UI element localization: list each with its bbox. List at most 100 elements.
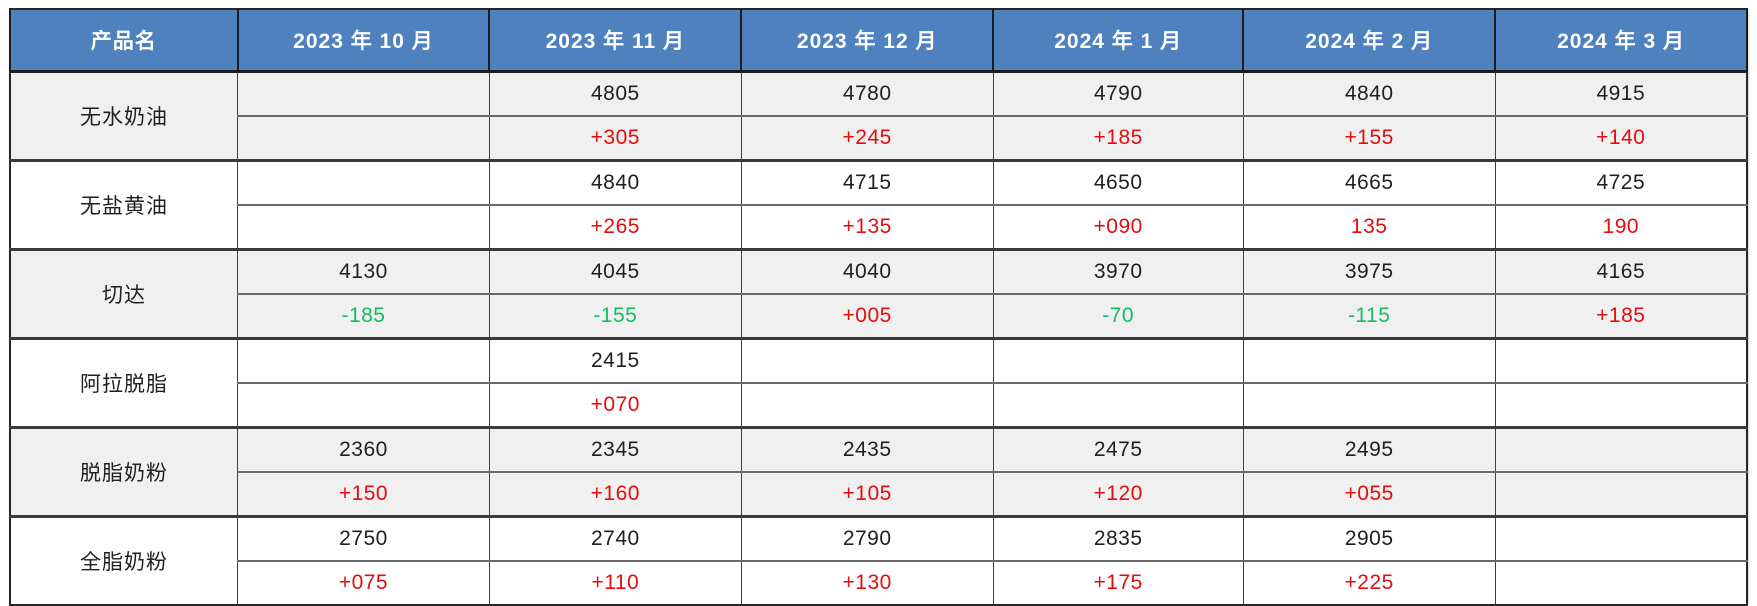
- column-header-month: 2024 年 3 月: [1494, 9, 1748, 73]
- product-name: 无水奶油: [9, 70, 239, 161]
- price-row: 无水奶油 4805 4780 4790 4840 4915: [9, 70, 1748, 161]
- price-cell: 4805: [488, 70, 742, 117]
- change-cell: +225: [1242, 561, 1496, 605]
- change-cell: [237, 205, 490, 250]
- price-cell: 2835: [992, 515, 1244, 562]
- change-cell: +150: [237, 472, 490, 517]
- price-cell: 4780: [740, 70, 994, 117]
- product-name: 脱脂奶粉: [9, 426, 239, 517]
- price-cell: 4790: [992, 70, 1244, 117]
- price-cell: 4040: [740, 248, 994, 295]
- price-cell: 2475: [992, 426, 1244, 473]
- header-row: 产品名 2023 年 10 月 2023 年 11 月 2023 年 12 月 2024…: [9, 9, 1748, 73]
- change-cell: +120: [992, 472, 1244, 517]
- price-cell: 4650: [992, 159, 1244, 206]
- price-row: 阿拉脱脂 2415: [9, 337, 1748, 428]
- change-cell: -70: [992, 294, 1244, 339]
- change-cell: -155: [488, 294, 742, 339]
- price-cell: [237, 159, 490, 206]
- change-cell: +245: [740, 116, 994, 161]
- change-cell: +265: [488, 205, 742, 250]
- price-cell: 4840: [1242, 70, 1496, 117]
- table-header: 产品名 2023 年 10 月 2023 年 11 月 2023 年 12 月 2024…: [9, 9, 1748, 73]
- price-cell: [1242, 337, 1496, 384]
- price-cell: 4045: [488, 248, 742, 295]
- price-cell: 4130: [237, 248, 490, 295]
- change-cell: +185: [992, 116, 1244, 161]
- change-cell: +110: [488, 561, 742, 605]
- change-cell: [237, 116, 490, 161]
- change-cell: -185: [237, 294, 490, 339]
- change-cell: +105: [740, 472, 994, 517]
- price-cell: [992, 337, 1244, 384]
- price-cell: 2495: [1242, 426, 1496, 473]
- change-cell: [1242, 383, 1496, 428]
- change-cell: [992, 383, 1244, 428]
- change-cell: +090: [992, 205, 1244, 250]
- change-cell: +160: [488, 472, 742, 517]
- price-cell: [740, 337, 994, 384]
- change-row: -185 -155 +005 -70 -115 +185: [10, 294, 1748, 339]
- page: 产品名 2023 年 10 月 2023 年 11 月 2023 年 12 月 2024…: [9, 8, 1748, 606]
- price-cell: 2750: [237, 515, 490, 562]
- change-cell: [740, 383, 994, 428]
- column-header-month: 2024 年 2 月: [1242, 9, 1497, 73]
- change-cell: +155: [1242, 116, 1496, 161]
- change-row: +265 +135 +090 135 190: [10, 205, 1748, 250]
- price-cell: 4665: [1242, 159, 1496, 206]
- price-cell: [237, 70, 490, 117]
- price-cell: 3970: [992, 248, 1244, 295]
- change-cell: +130: [740, 561, 994, 605]
- change-row: +150 +160 +105 +120 +055: [10, 472, 1748, 517]
- price-cell: [1494, 426, 1748, 473]
- price-row: 切达 4130 4045 4040 3970 3975 4165: [9, 248, 1748, 339]
- price-cell: 4725: [1494, 159, 1748, 206]
- change-cell: +070: [488, 383, 742, 428]
- price-cell: 2360: [237, 426, 490, 473]
- price-cell: 4840: [488, 159, 742, 206]
- change-cell: +005: [740, 294, 994, 339]
- price-cell: 2790: [740, 515, 994, 562]
- column-header-month: 2023 年 12 月: [740, 9, 995, 73]
- price-row: 脱脂奶粉 2360 2345 2435 2475 2495: [9, 426, 1748, 517]
- product-name: 切达: [9, 248, 239, 339]
- price-cell: 4715: [740, 159, 994, 206]
- column-header-month: 2024 年 1 月: [992, 9, 1245, 73]
- product-name: 全脂奶粉: [9, 515, 239, 605]
- price-cell: 4915: [1494, 70, 1748, 117]
- change-cell: 135: [1242, 205, 1496, 250]
- change-cell: [1494, 383, 1748, 428]
- change-row: +305 +245 +185 +155 +140: [10, 116, 1748, 161]
- price-cell: 2345: [488, 426, 742, 473]
- price-cell: [237, 337, 490, 384]
- price-cell: 3975: [1242, 248, 1496, 295]
- change-cell: +075: [237, 561, 490, 605]
- price-cell: 4165: [1494, 248, 1748, 295]
- price-row: 无盐黄油 4840 4715 4650 4665 4725: [9, 159, 1748, 250]
- price-cell: 2415: [488, 337, 742, 384]
- column-header-month: 2023 年 11 月: [488, 9, 743, 73]
- change-cell: 190: [1494, 205, 1748, 250]
- change-cell: +055: [1242, 472, 1496, 517]
- change-cell: -115: [1242, 294, 1496, 339]
- price-cell: 2905: [1242, 515, 1496, 562]
- column-header-product: 产品名: [9, 9, 239, 73]
- change-cell: [237, 383, 490, 428]
- change-cell: [1494, 561, 1748, 605]
- dairy-price-table: 产品名 2023 年 10 月 2023 年 11 月 2023 年 12 月 2024…: [9, 8, 1748, 606]
- column-header-month: 2023 年 10 月: [236, 9, 491, 73]
- change-cell: +135: [740, 205, 994, 250]
- change-row: +070: [10, 383, 1748, 428]
- change-cell: +175: [992, 561, 1244, 605]
- change-cell: +305: [488, 116, 742, 161]
- price-row: 全脂奶粉 2750 2740 2790 2835 2905: [9, 515, 1748, 605]
- price-cell: [1494, 515, 1748, 562]
- product-name: 无盐黄油: [9, 159, 239, 250]
- price-cell: 2740: [488, 515, 742, 562]
- change-cell: [1494, 472, 1748, 517]
- table-body: 无水奶油 4805 4780 4790 4840 4915 +305 +245 +185 +155…: [9, 70, 1748, 605]
- price-cell: [1494, 337, 1748, 384]
- change-cell: +140: [1494, 116, 1748, 161]
- product-name: 阿拉脱脂: [9, 337, 239, 428]
- change-cell: +185: [1494, 294, 1748, 339]
